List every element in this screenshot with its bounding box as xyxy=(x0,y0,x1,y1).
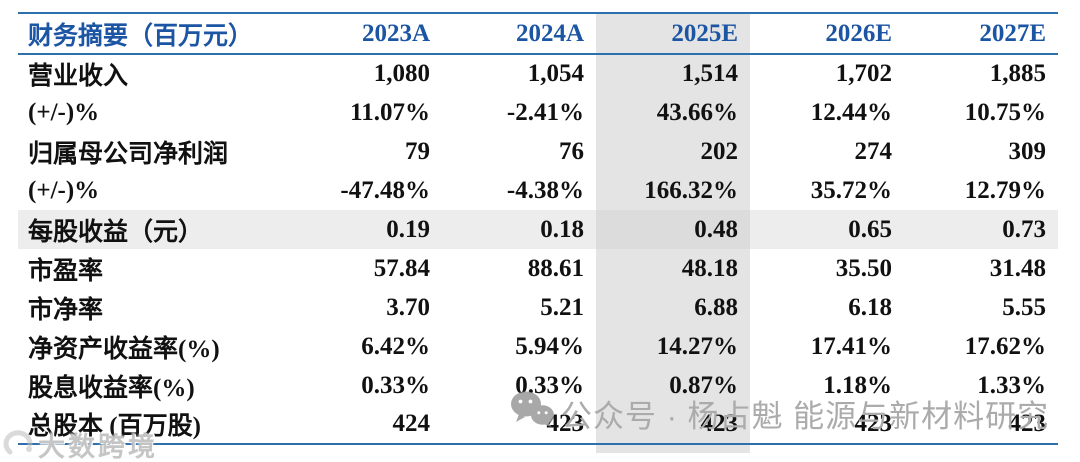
column-header-2024a: 2024A xyxy=(515,19,584,47)
cell-value: 5.21 xyxy=(540,293,584,321)
cell-value: 1,514 xyxy=(596,54,750,93)
column-header-2023a: 2023A xyxy=(361,19,430,47)
cell-value: 43.66% xyxy=(596,93,750,132)
table-row-revenue: 营业收入 1,080 1,054 1,514 1,702 1,885 xyxy=(18,54,1058,93)
cell-value: 11.07% xyxy=(350,98,430,126)
cell-value: 17.41% xyxy=(810,332,892,360)
table-row-profit-growth: (+/-)% -47.48% -4.38% 166.32% 35.72% 12.… xyxy=(18,171,1058,210)
column-header-2026e: 2026E xyxy=(825,19,892,47)
cell-value: 0.33% xyxy=(515,371,584,399)
row-label: 营业收入 xyxy=(28,63,129,90)
cell-value: 57.84 xyxy=(373,254,430,282)
table-title: 财务摘要（百万元） xyxy=(28,22,254,50)
cell-value: 3.70 xyxy=(386,293,430,321)
cell-value: 274 xyxy=(854,137,893,165)
table-row-pe: 市盈率 57.84 88.61 48.18 35.50 31.48 xyxy=(18,249,1058,288)
cell-value: 31.48 xyxy=(989,254,1046,282)
cell-value: 423 xyxy=(546,410,585,437)
row-label: 市净率 xyxy=(28,296,104,324)
cell-value: 0.87% xyxy=(596,366,750,405)
cell-value: 5.55 xyxy=(1002,293,1046,321)
cell-value: -2.41% xyxy=(506,98,584,126)
cell-value: 76 xyxy=(559,137,584,165)
table-row-dividend-yield: 股息收益率(%) 0.33% 0.33% 0.87% 1.18% 1.33% xyxy=(18,366,1058,405)
cell-value: 35.72% xyxy=(810,176,892,204)
cell-value: 1,702 xyxy=(835,60,892,87)
cell-value: 6.88 xyxy=(596,288,750,327)
row-label: 净资产收益率(%) xyxy=(28,335,220,363)
cell-value: 423 xyxy=(854,410,893,437)
cell-value: 5.94% xyxy=(515,332,584,360)
cell-value: 0.73 xyxy=(904,210,1058,249)
cell-value: -47.48% xyxy=(340,176,430,204)
table-row-eps: 每股收益（元） 0.19 0.18 0.48 0.65 0.73 xyxy=(18,210,1058,249)
column-header-2027e: 2027E xyxy=(979,19,1046,47)
cell-value: 424 xyxy=(392,410,431,437)
cell-value: 6.18 xyxy=(848,293,892,321)
highlight-column-stub xyxy=(596,444,750,453)
cell-value: 1.33% xyxy=(977,371,1046,399)
cell-value: 1,885 xyxy=(989,60,1046,87)
row-label: 总股本 (百万股) xyxy=(28,413,201,440)
cell-value: 14.27% xyxy=(596,327,750,366)
cell-value: 1,080 xyxy=(373,60,430,87)
table-row-roe: 净资产收益率(%) 6.42% 5.94% 14.27% 17.41% 17.6… xyxy=(18,327,1058,366)
cell-value: 12.44% xyxy=(810,98,892,126)
row-label: 市盈率 xyxy=(28,257,104,285)
cell-value: 48.18 xyxy=(596,249,750,288)
cell-value: 0.19 xyxy=(288,210,442,249)
cell-value: 12.79% xyxy=(964,176,1046,204)
table-row-total-shares: 总股本 (百万股) 424 423 423 423 423 xyxy=(18,405,1058,444)
cell-value: 35.50 xyxy=(835,254,892,282)
row-label: 股息收益率(%) xyxy=(28,374,195,402)
financial-summary-table: 财务摘要（百万元） 2023A 2024A 2025E 2026E 2027E … xyxy=(18,12,1058,445)
table-row-pb: 市净率 3.70 5.21 6.88 6.18 5.55 xyxy=(18,288,1058,327)
row-label: (+/-)% xyxy=(28,176,100,204)
cell-value: -4.38% xyxy=(506,176,584,204)
cell-value: 88.61 xyxy=(527,254,584,282)
cell-value: 1,054 xyxy=(527,60,584,87)
cell-value: 309 xyxy=(1008,137,1047,165)
cell-value: 0.18 xyxy=(442,210,596,249)
cell-value: 17.62% xyxy=(964,332,1046,360)
cell-value: 0.33% xyxy=(361,371,430,399)
cell-value: 10.75% xyxy=(964,98,1046,126)
table-row-revenue-growth: (+/-)% 11.07% -2.41% 43.66% 12.44% 10.75… xyxy=(18,93,1058,132)
cell-value: 6.42% xyxy=(361,332,430,360)
cell-value: 423 xyxy=(1008,410,1047,437)
cell-value: 166.32% xyxy=(596,171,750,210)
row-label: (+/-)% xyxy=(28,98,100,126)
column-header-2025e: 2025E xyxy=(596,13,750,54)
cell-value: 0.48 xyxy=(596,210,750,249)
cell-value: 423 xyxy=(596,405,750,444)
table-row-net-profit: 归属母公司净利润 79 76 202 274 309 xyxy=(18,132,1058,171)
cell-value: 0.65 xyxy=(750,210,904,249)
row-label: 归属母公司净利润 xyxy=(28,140,229,168)
row-label: 每股收益（元） xyxy=(18,210,288,249)
cell-value: 79 xyxy=(405,137,430,165)
cell-value: 202 xyxy=(596,132,750,171)
table-header-row: 财务摘要（百万元） 2023A 2024A 2025E 2026E 2027E xyxy=(18,13,1058,54)
cell-value: 1.18% xyxy=(823,371,892,399)
